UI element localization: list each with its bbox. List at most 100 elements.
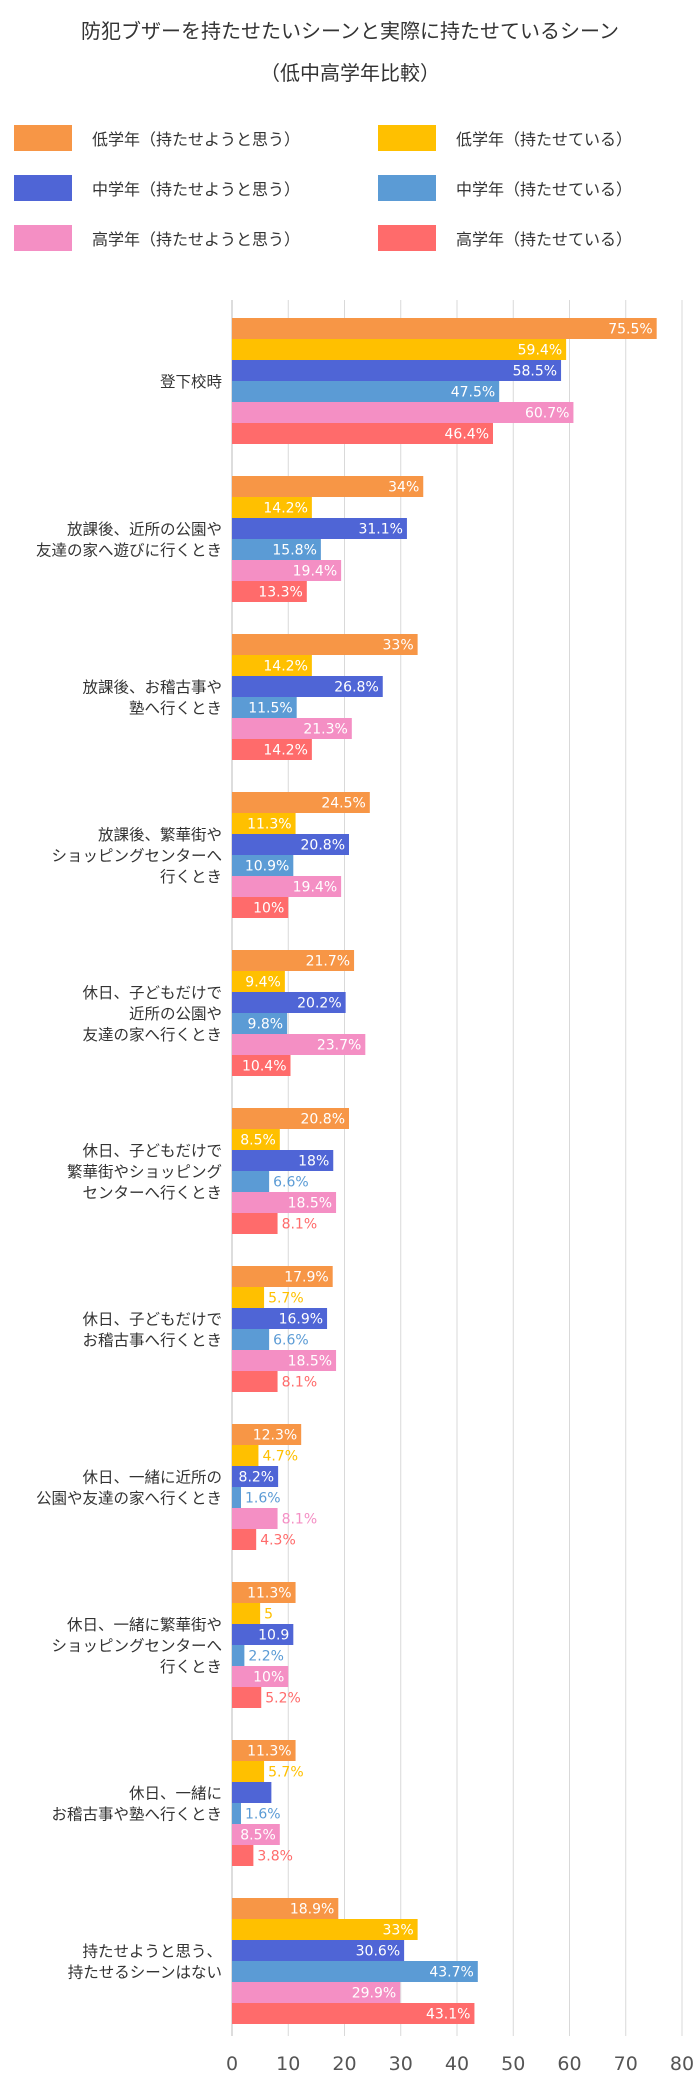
data-label: 10.9 bbox=[258, 1628, 289, 1644]
data-label: 8.2% bbox=[239, 1470, 275, 1486]
data-label: 33% bbox=[383, 1923, 414, 1939]
bar bbox=[232, 1740, 296, 1761]
data-label: 11.3% bbox=[247, 817, 291, 833]
category-label: ショッピングセンターへ bbox=[51, 847, 222, 865]
data-label: 31.1% bbox=[358, 522, 402, 538]
legend-label: 中学年（持たせようと思う） bbox=[92, 180, 301, 199]
data-label: 11.3% bbox=[247, 1744, 291, 1760]
bar bbox=[232, 1508, 278, 1529]
category-label: 行くとき bbox=[160, 868, 222, 886]
legend-swatch bbox=[14, 225, 72, 251]
category-label: お稽古事や塾へ行くとき bbox=[51, 1806, 222, 1824]
data-label: 11.5% bbox=[248, 701, 292, 717]
data-label: 10% bbox=[253, 901, 284, 917]
data-label: 29.9% bbox=[352, 1986, 396, 2002]
bar bbox=[232, 1108, 349, 1129]
data-label: 18% bbox=[298, 1154, 329, 1170]
bar bbox=[232, 1424, 302, 1445]
data-label: 8.5% bbox=[240, 1828, 276, 1844]
bar bbox=[232, 897, 289, 918]
bar bbox=[232, 1603, 261, 1624]
data-label: 15.8% bbox=[272, 543, 316, 559]
data-label: 6.6% bbox=[273, 1333, 309, 1349]
data-label: 17.9% bbox=[284, 1270, 328, 1286]
data-label: 4.3% bbox=[260, 1533, 296, 1549]
bar bbox=[232, 1761, 265, 1782]
data-label: 23.7% bbox=[317, 1038, 361, 1054]
legend-label: 低学年（持たせようと思う） bbox=[92, 130, 301, 149]
legend-label: 高学年（持たせている） bbox=[456, 230, 633, 249]
data-label: 18.5% bbox=[288, 1354, 332, 1370]
data-label: 13.3% bbox=[258, 585, 302, 601]
data-label: 6.6% bbox=[273, 1175, 309, 1191]
bar bbox=[232, 581, 307, 602]
category-label: 塾へ行くとき bbox=[129, 700, 222, 718]
x-tick-label: 20 bbox=[332, 2053, 356, 2075]
bar bbox=[232, 1055, 291, 1076]
data-label: 5.2% bbox=[265, 1691, 301, 1707]
category-label: 休日、一緒に近所の bbox=[82, 1469, 222, 1487]
bar bbox=[232, 1466, 279, 1487]
data-label: 59.4% bbox=[518, 343, 562, 359]
bar bbox=[232, 1919, 418, 1940]
bar bbox=[232, 855, 294, 876]
data-label: 75.5% bbox=[608, 322, 652, 338]
legend-label: 中学年（持たせている） bbox=[456, 180, 633, 199]
bar bbox=[232, 697, 297, 718]
bar bbox=[232, 1687, 262, 1708]
x-tick-label: 50 bbox=[501, 2053, 525, 2075]
bar bbox=[232, 1287, 265, 1308]
bar bbox=[232, 655, 312, 676]
category-label: 持たせようと思う、 bbox=[82, 1943, 222, 1961]
category-label: 近所の公園や bbox=[129, 1005, 222, 1023]
data-label: 4.7% bbox=[262, 1449, 298, 1465]
legend-item: 低学年（持たせている） bbox=[378, 125, 632, 151]
legend-label: 低学年（持たせている） bbox=[456, 130, 633, 149]
legend-swatch bbox=[378, 225, 436, 251]
bar bbox=[232, 1782, 272, 1803]
x-tick-label: 10 bbox=[276, 2053, 300, 2075]
bar bbox=[232, 360, 562, 381]
category-label: 放課後、近所の公園や bbox=[67, 521, 222, 539]
category-label: 休日、一緒に繁華街や bbox=[67, 1615, 222, 1634]
bar bbox=[232, 876, 342, 897]
data-label: 5.7% bbox=[268, 1765, 304, 1781]
chart-title-line-1: 防犯ブザーを持たせたいシーンと実際に持たせているシーン bbox=[81, 19, 619, 43]
category-label: 登下校時 bbox=[160, 373, 222, 391]
data-label: 12.3% bbox=[253, 1428, 297, 1444]
bar bbox=[232, 971, 285, 992]
bar bbox=[232, 1350, 337, 1371]
bar bbox=[232, 1213, 278, 1234]
data-label: 10% bbox=[253, 1670, 284, 1686]
x-tick-label: 40 bbox=[445, 2053, 469, 2075]
x-tick-label: 70 bbox=[614, 2053, 638, 2075]
data-label: 14.2% bbox=[263, 659, 307, 675]
bar bbox=[232, 339, 567, 360]
legend-swatch bbox=[14, 125, 72, 151]
data-label: 60.7% bbox=[525, 406, 569, 422]
data-label: 58.5% bbox=[513, 364, 557, 380]
bar bbox=[232, 1982, 401, 2003]
bar bbox=[232, 497, 312, 518]
chart-title: 防犯ブザーを持たせたいシーンと実際に持たせているシーン （低中高学年比較） bbox=[0, 10, 700, 94]
data-label: 20.8% bbox=[301, 1112, 345, 1128]
data-label: 5.7% bbox=[268, 1291, 304, 1307]
data-label: 1.6% bbox=[245, 1491, 281, 1507]
data-label: 18.9% bbox=[290, 1902, 334, 1918]
bar bbox=[232, 2003, 475, 2024]
legend-label: 高学年（持たせようと思う） bbox=[92, 230, 301, 249]
category-label: 放課後、お稽古事や bbox=[82, 679, 222, 697]
category-label: 持たせるシーンはない bbox=[68, 1964, 222, 1982]
bar bbox=[232, 1645, 245, 1666]
data-label: 19.4% bbox=[293, 880, 337, 896]
bar bbox=[232, 1824, 280, 1845]
category-label: 休日、子どもだけで bbox=[82, 1311, 222, 1329]
data-label: 19.4% bbox=[293, 564, 337, 580]
bar bbox=[232, 1171, 270, 1192]
data-label: 21.3% bbox=[303, 722, 347, 738]
x-tick-label: 80 bbox=[670, 2053, 694, 2075]
category-label: 行くとき bbox=[160, 1658, 222, 1676]
bar bbox=[232, 518, 407, 539]
data-label: 14.2% bbox=[263, 743, 307, 759]
bar bbox=[232, 1308, 328, 1329]
